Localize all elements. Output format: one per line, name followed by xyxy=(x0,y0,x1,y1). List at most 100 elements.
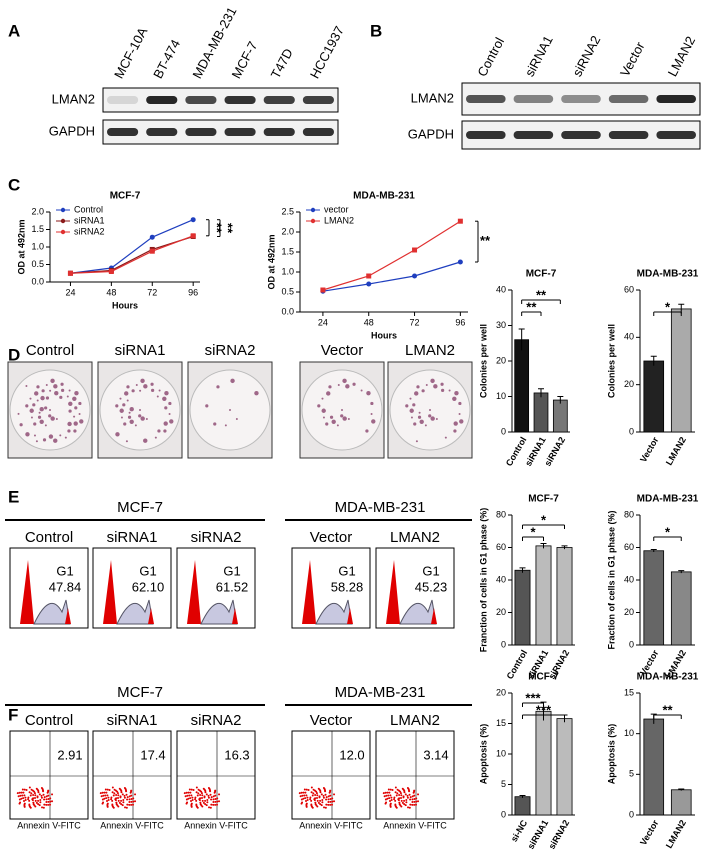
event xyxy=(29,806,32,809)
error-bar xyxy=(561,545,568,550)
colony xyxy=(216,385,220,389)
event xyxy=(47,789,50,792)
event xyxy=(118,801,121,804)
colony xyxy=(50,416,55,421)
panel-label: E xyxy=(8,487,19,506)
event xyxy=(100,795,103,798)
event xyxy=(386,791,389,794)
bar xyxy=(514,339,530,433)
colony xyxy=(126,399,129,402)
event xyxy=(386,797,389,800)
marker xyxy=(366,273,372,279)
event xyxy=(212,798,215,801)
event xyxy=(394,786,397,789)
blot-frame xyxy=(102,119,339,145)
colony xyxy=(53,384,58,389)
event xyxy=(396,792,399,795)
event xyxy=(105,791,108,794)
colony xyxy=(163,421,168,426)
colony xyxy=(458,401,462,406)
event xyxy=(384,791,387,794)
colony xyxy=(44,406,48,410)
legend-marker xyxy=(60,218,66,224)
event xyxy=(313,799,316,802)
bar xyxy=(643,360,665,433)
colony xyxy=(352,382,356,386)
legend-label: siRNA1 xyxy=(74,215,105,225)
lane-label: BT-474 xyxy=(150,37,183,81)
phase-label: G1 xyxy=(139,563,156,578)
colony xyxy=(78,413,81,416)
sample-label: LMAN2 xyxy=(390,529,440,546)
event xyxy=(404,793,407,796)
axis-label: Annexin V-FITC xyxy=(299,820,363,830)
event xyxy=(130,797,133,800)
g1-peak xyxy=(103,560,117,624)
phase-label: G1 xyxy=(422,563,439,578)
event xyxy=(115,801,118,804)
event xyxy=(110,796,113,799)
event xyxy=(325,796,328,799)
colony xyxy=(322,416,325,419)
image-label: siRNA2 xyxy=(205,342,256,359)
colony xyxy=(321,408,326,413)
event xyxy=(214,803,217,806)
event xyxy=(305,805,308,808)
event xyxy=(407,806,410,809)
colony xyxy=(331,419,336,424)
bar xyxy=(643,550,665,646)
colony xyxy=(337,383,340,386)
event xyxy=(395,794,398,797)
event xyxy=(49,797,52,800)
axis-label: Annexin V-FITC xyxy=(100,820,164,830)
event xyxy=(320,804,323,807)
y-tick-label: 80 xyxy=(496,509,506,519)
colony xyxy=(224,424,227,427)
event xyxy=(398,794,401,797)
event xyxy=(121,793,124,796)
colony xyxy=(119,397,122,400)
event xyxy=(327,803,330,806)
y-axis-label: Apoptosis (%) xyxy=(606,724,616,785)
event xyxy=(316,799,319,802)
event xyxy=(34,797,36,799)
event xyxy=(303,794,306,797)
band xyxy=(561,95,601,103)
y-tick-label: 1.0 xyxy=(31,241,44,251)
colony xyxy=(156,395,159,398)
error-bar xyxy=(519,567,526,573)
colony xyxy=(143,438,148,443)
event xyxy=(185,791,188,794)
colony xyxy=(164,406,168,410)
event xyxy=(43,798,46,801)
y-tick-label: 20 xyxy=(624,379,634,389)
marker xyxy=(149,234,155,240)
error-bar xyxy=(557,396,564,404)
chart-title: MCF-7 xyxy=(526,269,557,280)
event xyxy=(216,803,219,806)
y-tick-label: 0 xyxy=(629,426,634,436)
phase-label: G1 xyxy=(56,563,73,578)
colony xyxy=(45,396,50,400)
annotation: ** xyxy=(210,223,225,234)
event xyxy=(214,794,217,797)
panel-label: B xyxy=(370,21,382,40)
event xyxy=(110,798,113,801)
legend-marker xyxy=(60,229,66,235)
band xyxy=(513,95,554,103)
marker xyxy=(366,281,372,287)
colony xyxy=(213,422,217,426)
lane-label: siRNA1 xyxy=(522,33,556,79)
event xyxy=(304,799,307,802)
event xyxy=(316,805,319,808)
event xyxy=(417,800,420,803)
event xyxy=(331,797,334,800)
band xyxy=(608,95,649,103)
event xyxy=(103,791,106,794)
y-tick-label: 0 xyxy=(629,639,634,649)
bar xyxy=(670,571,692,646)
y-tick-label: 0 xyxy=(501,639,506,649)
event xyxy=(112,806,115,809)
s-phase xyxy=(399,599,437,625)
y-axis-label: OD at 492nm xyxy=(16,219,26,274)
